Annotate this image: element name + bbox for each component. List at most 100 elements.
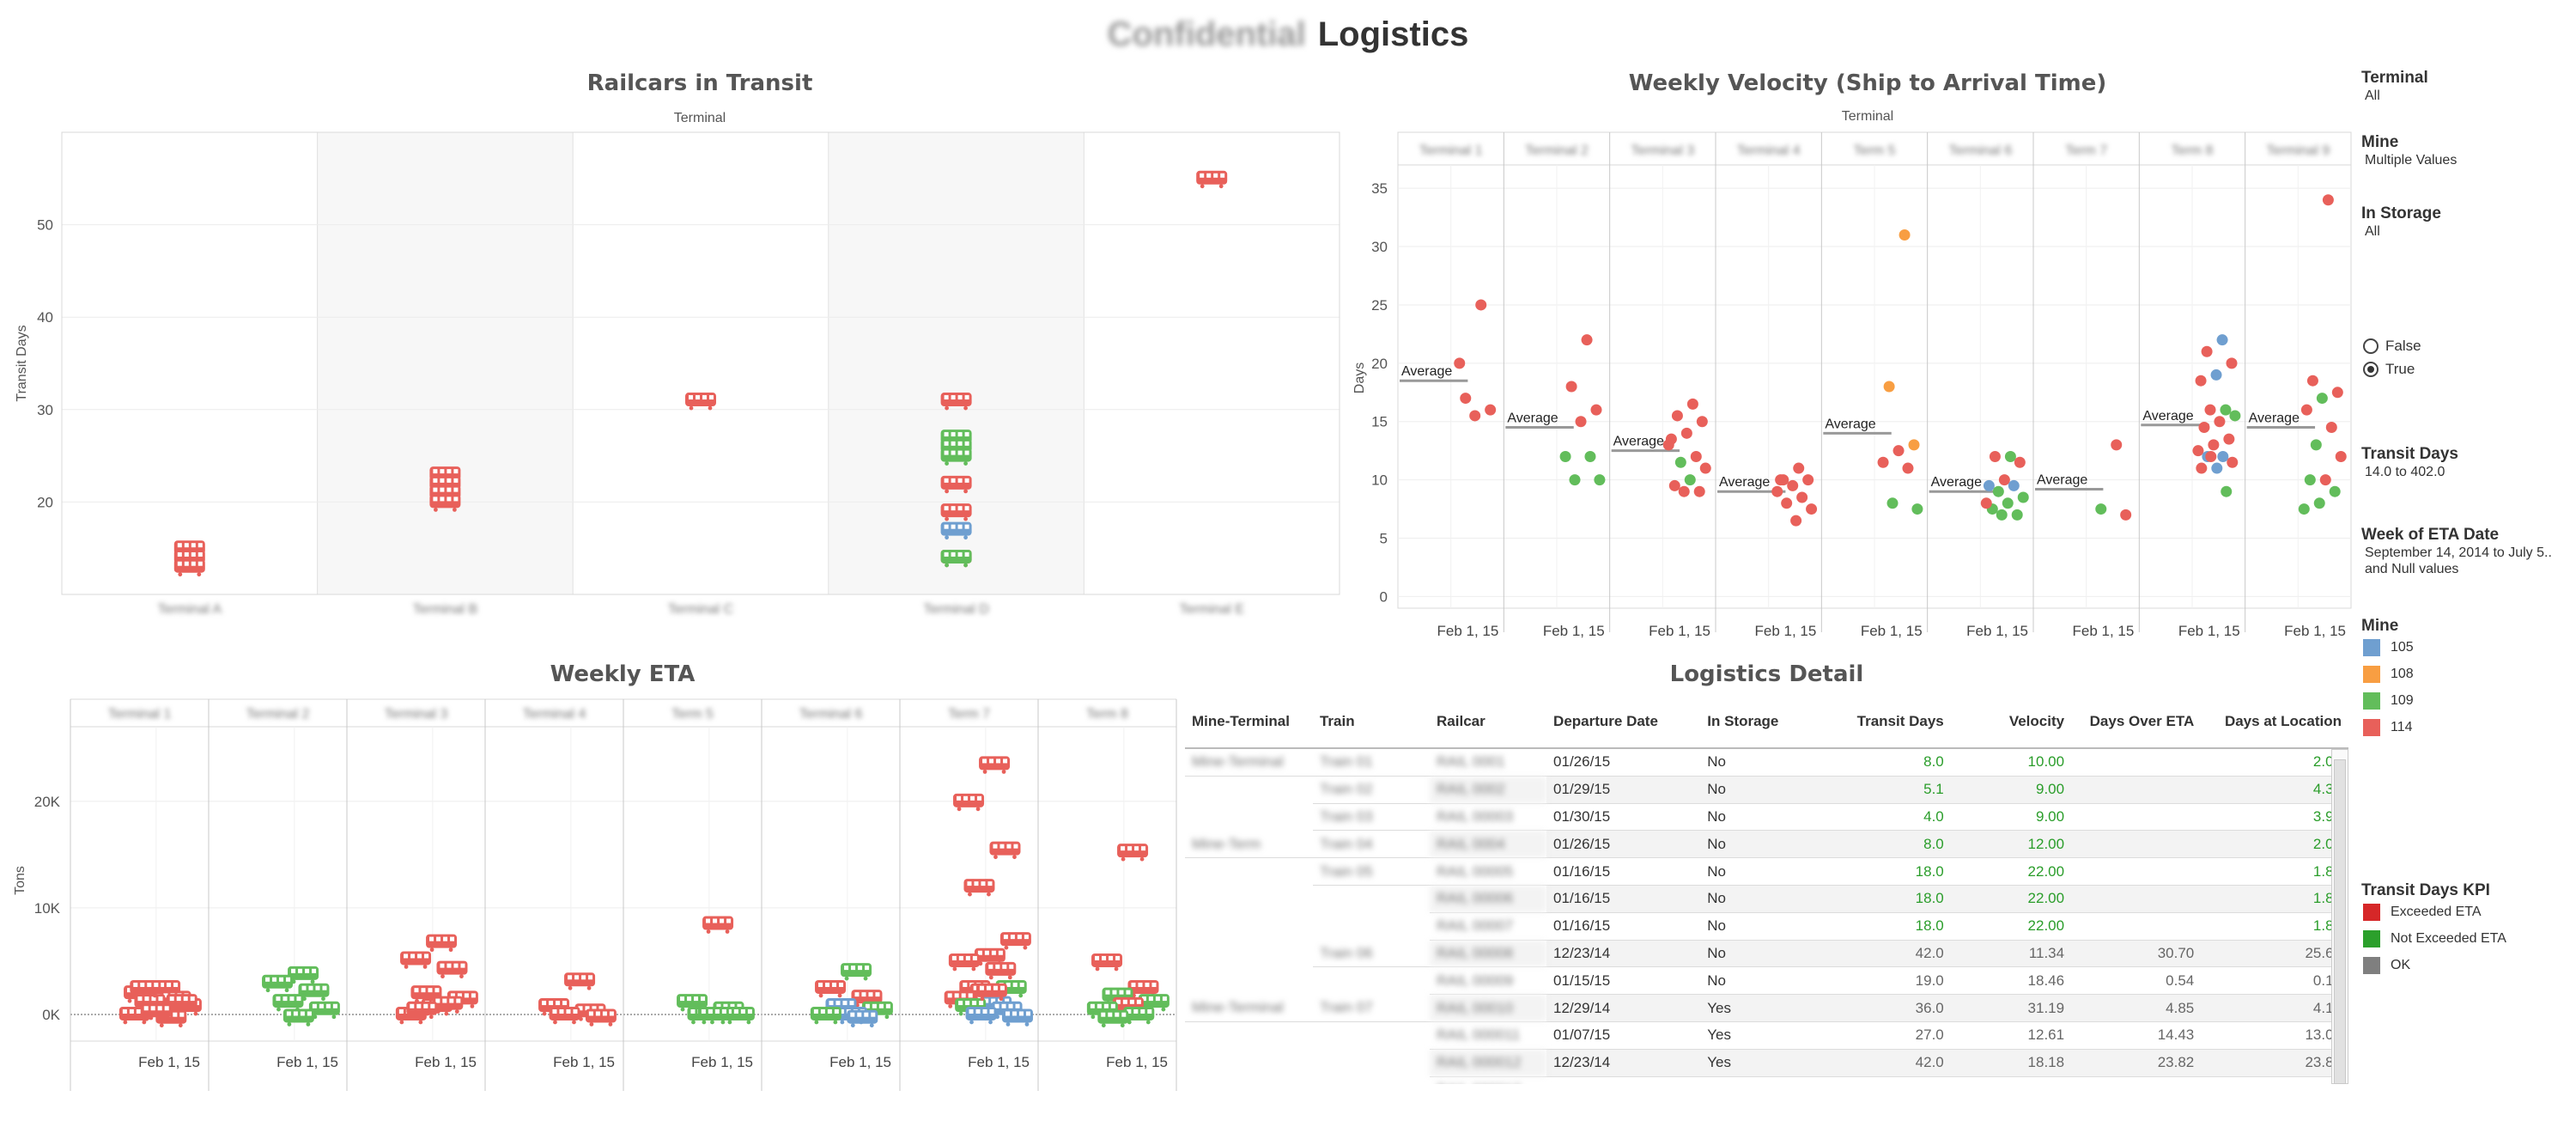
table-row[interactable]: Mine-Terminal Train 07 RAIL 00010 12/29/14 Y…: [1185, 994, 2348, 1022]
railcar-window: [944, 450, 949, 455]
column-header[interactable]: Railcar: [1430, 696, 1547, 749]
mine-legend-item[interactable]: 109: [2363, 692, 2414, 710]
railcar-window: [689, 395, 693, 400]
railcar-window: [433, 469, 438, 474]
railcar-wheel: [945, 535, 949, 540]
table-row[interactable]: RAIL 00007 01/16/15 No 18.0 22.00 1.83: [1185, 912, 2348, 941]
velocity-point: [1575, 416, 1587, 428]
table-row[interactable]: Mine-Term Train 04 RAIL 0004 01/26/15 No 8.0 1…: [1185, 830, 2348, 859]
mine-legend-item[interactable]: 114: [2363, 719, 2413, 736]
mine-legend-item[interactable]: 108: [2363, 666, 2414, 683]
railcar-wheel: [1091, 1014, 1096, 1020]
railcar-window: [984, 998, 989, 1003]
railcar-window: [167, 982, 172, 987]
railcar-window: [602, 1011, 607, 1016]
filter-week-eta[interactable]: Week of ETA Date September 14, 2014 to J…: [2361, 526, 2567, 577]
railcar-window: [986, 985, 991, 990]
column-header[interactable]: Velocity: [1950, 696, 2072, 749]
railcar-window: [296, 996, 301, 1002]
railcar-mark: [140, 1003, 172, 1021]
x-tick-label: Feb 1, 15: [2073, 623, 2135, 639]
velocity-point: [1796, 491, 1808, 503]
velocity-point: [2111, 439, 2123, 451]
velocity-point: [2221, 485, 2233, 497]
railcar-window: [968, 993, 973, 998]
kpi-legend-item[interactable]: OK: [2363, 957, 2410, 974]
table-row[interactable]: Train 05 RAIL 00005 01/16/15 No 18.0 22.00 1.8…: [1185, 857, 2348, 886]
mine-legend-item[interactable]: 105: [2363, 639, 2414, 656]
railcar-window: [450, 993, 455, 998]
legend-label: 108: [2391, 667, 2414, 681]
table-row[interactable]: RAIL 000011 01/07/15 Yes 27.0 12.61 14.43 13.0…: [1185, 1021, 2348, 1050]
railcar-mark: [965, 1006, 997, 1025]
railcar-window: [957, 478, 963, 483]
radio-true[interactable]: True: [2363, 361, 2415, 378]
column-header[interactable]: Days Over ETA: [2071, 696, 2202, 749]
railcar-window: [158, 996, 163, 1002]
filter-transit-days[interactable]: Transit Days 14.0 to 402.0: [2361, 445, 2567, 480]
table-header-row: Mine-Terminal Train Railcar Departure Date I…: [1185, 696, 2348, 749]
railcar-window: [1017, 935, 1022, 940]
railcar-wheel: [987, 892, 991, 897]
y-tick-label: 20: [1371, 356, 1388, 372]
railcar-window: [595, 1011, 600, 1016]
table-row[interactable]: Train 02 RAIL 0002 01/29/15 No 5.1 9.00 4.33: [1185, 776, 2348, 804]
railcar-window: [964, 395, 969, 400]
kpi-legend-item[interactable]: Exceeded ETA: [2363, 904, 2482, 921]
filter-mine[interactable]: Mine Multiple Values: [2361, 133, 2567, 168]
column-header[interactable]: Train: [1312, 696, 1431, 749]
railcar-window: [981, 881, 986, 886]
table-cell: 12.00: [1950, 830, 2072, 859]
table-scrollbar-thumb[interactable]: [2334, 759, 2346, 1084]
railcar-wheel: [840, 1020, 845, 1025]
radio-false[interactable]: False: [2363, 338, 2421, 355]
column-header[interactable]: Mine-Terminal: [1185, 696, 1313, 749]
table-row[interactable]: RAIL 00006 01/16/15 No 18.0 22.00 1.83: [1185, 885, 2348, 913]
table-row[interactable]: RAIL 00009 01/15/15 No 19.0 18.46 0.54 0.16: [1185, 966, 2348, 996]
x-tick-label: Terminal B: [413, 602, 478, 617]
table-cell: RAIL 000013: [1430, 1076, 1547, 1084]
railcar-window: [1108, 1012, 1113, 1017]
railcar-wheel: [850, 1023, 855, 1028]
railcar-mark: [953, 793, 985, 812]
column-header[interactable]: In Storage: [1700, 696, 1812, 749]
railcar-window: [1151, 982, 1157, 987]
table-row[interactable]: Train 06 RAIL 00008 12/23/14 No 42.0 11.34 30.…: [1185, 940, 2348, 968]
panel-header: Term 5: [1854, 143, 1896, 158]
filter-in-storage[interactable]: In Storage All: [2361, 204, 2567, 240]
railcar-window: [865, 1003, 870, 1008]
table-cell: 36.0: [1811, 994, 1951, 1022]
railcar-window: [556, 1001, 561, 1006]
table-row[interactable]: Mine-Terminal Train 01 RAIL 0001 01/26/15 No…: [1185, 748, 2348, 777]
kpi-legend-item[interactable]: Not Exceeded ETA: [2363, 930, 2506, 947]
velocity-point: [2331, 387, 2343, 399]
velocity-point: [1992, 485, 2004, 497]
velocity-point: [1671, 410, 1683, 422]
panel-header: Term 7: [2065, 143, 2107, 158]
table-row[interactable]: RAIL 00001301/07/15Yes27.012.0014.0013.0…: [1185, 1076, 2348, 1084]
railcar-wheel: [1012, 855, 1017, 860]
railcar-wheel: [1114, 966, 1119, 972]
table-cell: 0.16: [2201, 966, 2348, 996]
railcar-window: [716, 1003, 721, 1008]
railcar-window: [951, 478, 956, 483]
table-cell: 23.82: [2071, 1049, 2202, 1077]
table-cell: 31.19: [1950, 994, 2072, 1022]
railcar-mark: [702, 916, 734, 934]
column-header[interactable]: Days at Location: [2201, 696, 2348, 749]
velocity-point: [2223, 433, 2235, 445]
table-row[interactable]: RAIL 000012 12/23/14 Yes 42.0 18.18 23.82 23.8…: [1185, 1049, 2348, 1077]
column-header[interactable]: Departure Date: [1546, 696, 1701, 749]
velocity-point: [2204, 404, 2216, 416]
panel-header: Terminal 2: [246, 707, 310, 722]
railcar-wheel: [608, 1022, 613, 1027]
table-cell: Mine-Terminal: [1185, 748, 1313, 777]
table-cell: RAIL 0004: [1430, 830, 1547, 859]
railcar-window: [453, 469, 459, 474]
filter-terminal[interactable]: Terminal All: [2361, 69, 2567, 104]
velocity-point: [1781, 497, 1793, 509]
railcar-window: [1018, 1011, 1024, 1016]
table-row[interactable]: Train 03 RAIL 00003 01/30/15 No 4.0 9.00 3.95: [1185, 803, 2348, 832]
column-header[interactable]: Transit Days: [1811, 696, 1951, 749]
table-cell: 01/26/15: [1546, 830, 1701, 859]
